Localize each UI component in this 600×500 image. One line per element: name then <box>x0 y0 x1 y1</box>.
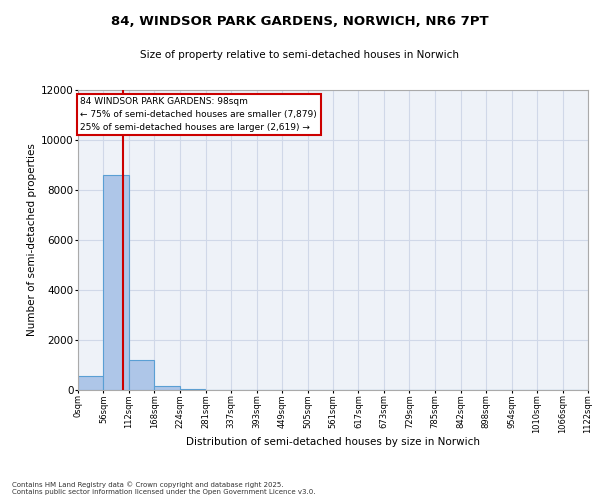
Bar <box>180 388 205 390</box>
Text: 84, WINDSOR PARK GARDENS, NORWICH, NR6 7PT: 84, WINDSOR PARK GARDENS, NORWICH, NR6 7… <box>111 15 489 28</box>
Text: 84 WINDSOR PARK GARDENS: 98sqm
← 75% of semi-detached houses are smaller (7,879): 84 WINDSOR PARK GARDENS: 98sqm ← 75% of … <box>80 98 317 132</box>
Bar <box>78 376 103 390</box>
Bar <box>129 360 154 390</box>
Y-axis label: Number of semi-detached properties: Number of semi-detached properties <box>27 144 37 336</box>
X-axis label: Distribution of semi-detached houses by size in Norwich: Distribution of semi-detached houses by … <box>186 438 480 448</box>
Bar <box>103 175 129 390</box>
Bar <box>154 386 180 390</box>
Text: Size of property relative to semi-detached houses in Norwich: Size of property relative to semi-detach… <box>140 50 460 60</box>
Text: Contains HM Land Registry data © Crown copyright and database right 2025.
Contai: Contains HM Land Registry data © Crown c… <box>12 482 316 495</box>
